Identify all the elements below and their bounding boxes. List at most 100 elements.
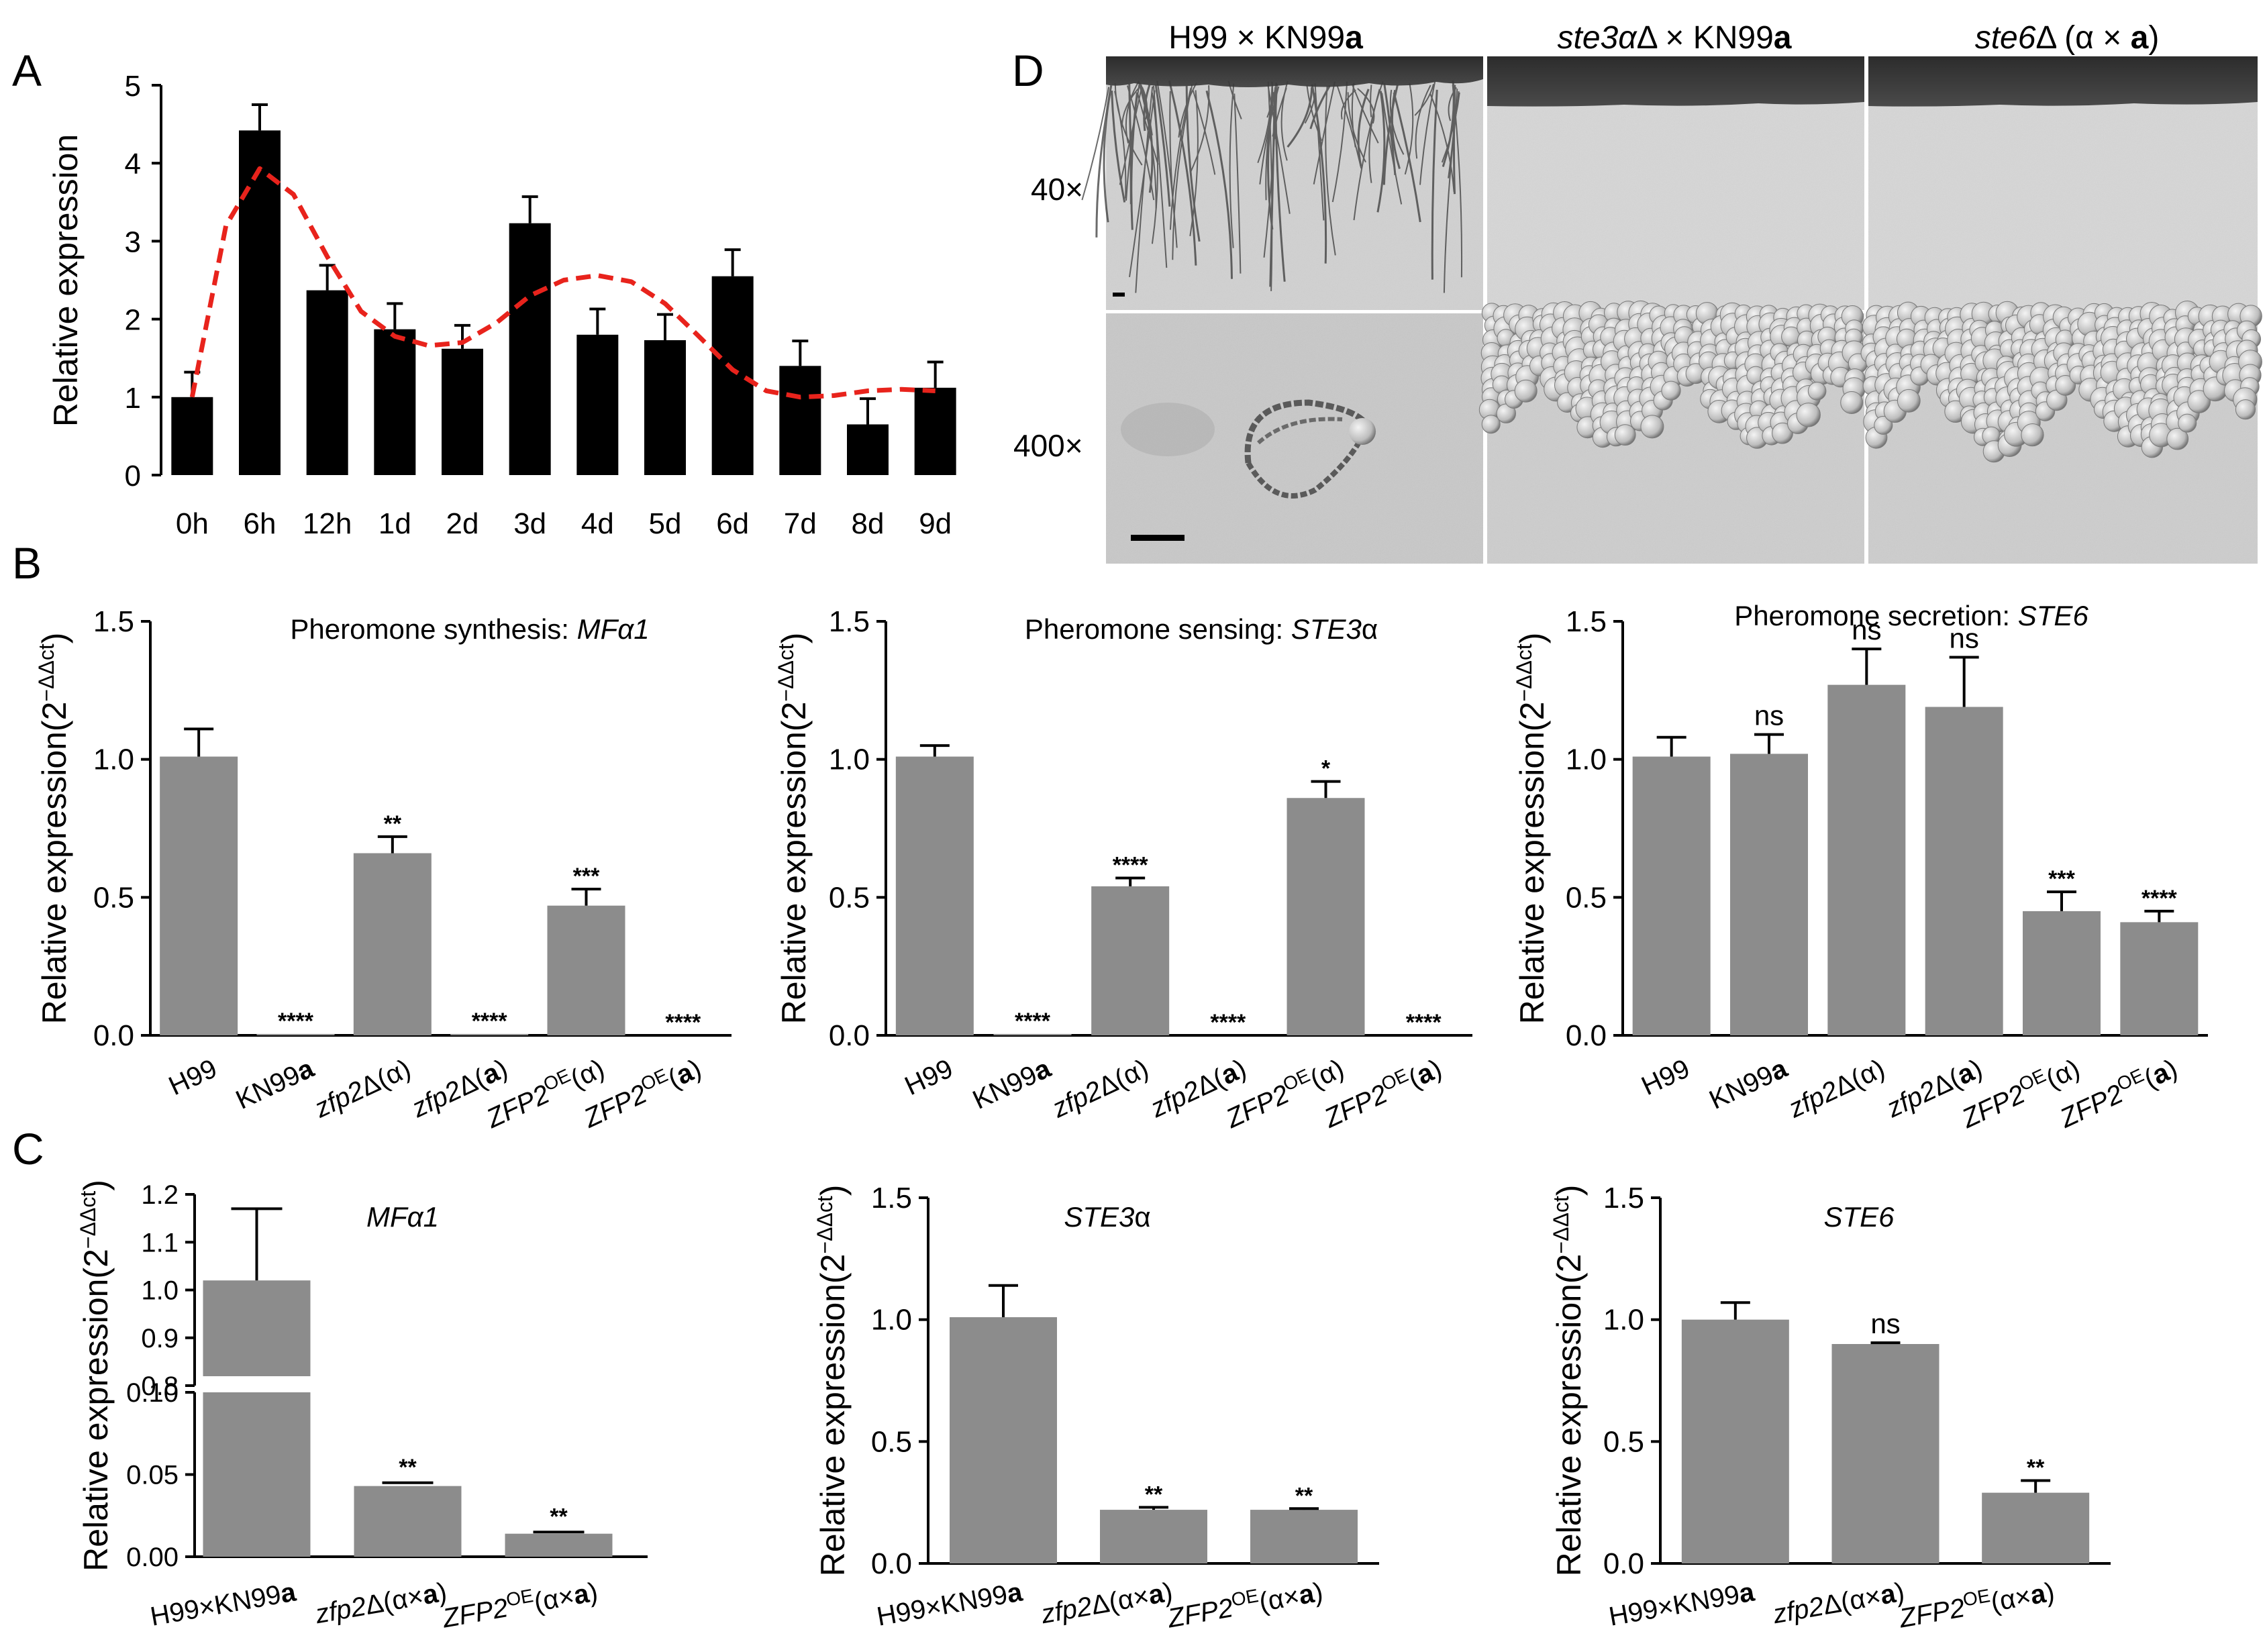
chartB3-ytick-label: 1.0 <box>1566 743 1607 776</box>
hypha <box>1414 84 1434 116</box>
chartB2-ylabel-end: ) <box>775 633 813 644</box>
a-ytick-label: 5 <box>125 70 141 103</box>
hypha <box>1095 93 1111 238</box>
chartC3-ylabel-sup: −ΔΔct <box>1549 1196 1573 1253</box>
hypha <box>1431 89 1438 280</box>
chartC1-bar <box>505 1533 613 1557</box>
a-xtick-label: 0h <box>176 507 209 540</box>
chartC1-ytick-label-lower: 0.00 <box>126 1543 179 1572</box>
panel-d-col3-header: ste6Δ (α × a) <box>1975 20 2160 56</box>
hypha <box>1111 91 1126 203</box>
chartB2-title-gene: STE3 <box>1291 613 1362 645</box>
panel-label-c: C <box>12 1124 44 1174</box>
chartB3-xcat-label-part-0: H99 <box>1637 1053 1694 1101</box>
hypha <box>1129 90 1156 278</box>
chartC2-title: STE3α <box>1064 1201 1150 1233</box>
chartB1-ylabel: Relative expression(2−ΔΔct) <box>34 633 73 1025</box>
chartB2-bar <box>1287 798 1365 1035</box>
a-xtick-label: 12h <box>303 507 352 540</box>
hypha <box>1152 85 1168 268</box>
yeast-cell <box>2235 399 2256 420</box>
yeast-cell <box>2166 427 2189 450</box>
chartB3-bar <box>1925 707 2003 1035</box>
chartC2-xcat-label-part-1: OE <box>1229 1585 1260 1610</box>
chart-a: 0 1 2 3 4 5 0h 6h 12h 1d 2d 3d 4d 5d 6d 7d 8d 9d Relative … <box>47 70 956 540</box>
chartC1-significance: ** <box>550 1504 568 1529</box>
chartB1-bar <box>547 905 625 1035</box>
yeast-cell <box>2055 375 2076 396</box>
hypha <box>1140 84 1154 193</box>
hypha <box>1340 89 1356 120</box>
a-bar <box>442 348 483 475</box>
chartC3-ytick-label: 1.0 <box>1603 1304 1644 1337</box>
chartC3-ylabel-main: Relative expression(2 <box>1550 1254 1588 1577</box>
chartB3-ylabel-end: ) <box>1513 633 1551 644</box>
a-ytick-label: 4 <box>125 148 141 180</box>
a-xtick-label: 1d <box>379 507 411 540</box>
chart-c-mfalpha1: 0.8 0.9 1.0 1.1 1.2 0.00 0.05 0.10 H99×KN99a ** zf… <box>76 1180 648 1634</box>
hypha <box>1419 81 1436 185</box>
chartB2-title-suffix: α <box>1362 613 1378 645</box>
hypha <box>1154 85 1171 207</box>
chartC2-title-gene: STE3 <box>1064 1201 1134 1233</box>
chartC2-ylabel-main: Relative expression(2 <box>814 1254 852 1577</box>
a-bar <box>644 340 686 475</box>
a-bar <box>711 276 754 475</box>
hypha <box>1143 85 1151 132</box>
chartB1-ylabel-main: Relative expression(2 <box>36 702 73 1025</box>
chartC2-bar <box>1100 1510 1207 1563</box>
chartC1-ytick-label-upper: 1.2 <box>141 1180 179 1210</box>
chartC1-xcat-label-part-1: Δ(α× <box>363 1582 425 1620</box>
chartB2-ytick-label: 1.0 <box>829 743 870 776</box>
chartB1-xcat-label-part-0: H99 <box>164 1053 221 1101</box>
yeast-cell <box>1640 415 1664 439</box>
a-bar <box>779 366 821 475</box>
chartB2-xcat-label-part-0: H99 <box>901 1053 958 1101</box>
chartC2-xcat-label-part-0: ZFP2 <box>1165 1593 1236 1633</box>
chartB2-title-prefix: Pheromone sensing: <box>1025 613 1291 645</box>
chartB3-xcat-label-part-1: Δ(α) <box>1830 1053 1889 1102</box>
a-ytick-label: 0 <box>125 460 141 493</box>
chartC2-xcat-label-part-0: zfp2 <box>1038 1592 1094 1630</box>
hypha <box>1263 83 1278 258</box>
chartC3-xcat-label-part-1: OE <box>1961 1585 1991 1610</box>
panel-label-d: D <box>1012 46 1044 95</box>
hypha <box>1368 81 1384 183</box>
yeast-cell <box>1807 382 1827 401</box>
chartB2-significance: **** <box>1406 1010 1442 1035</box>
hypha <box>1259 86 1280 185</box>
chartC2-xcat-label: H99×KN99a <box>874 1577 1025 1631</box>
chartC1-xcat-label-part-0: ZFP2 <box>440 1593 510 1633</box>
hypha <box>1205 90 1233 279</box>
hypha <box>1381 93 1403 205</box>
a-bar <box>576 334 619 475</box>
chartB1-bar <box>160 756 238 1035</box>
chartB3-ytick-label: 0.5 <box>1566 881 1607 914</box>
chart-b-ste6: 0.00.51.01.5H99nsKN99anszfp2Δ(α)nszfp2Δ(… <box>1512 600 2208 1134</box>
hypha <box>1441 92 1460 163</box>
chartC2-xcat-label-part-1: Δ(α× <box>1089 1582 1152 1620</box>
chartB3-xcat-label: H99 <box>1637 1053 1694 1101</box>
chartC3-xcat-label: H99×KN99a <box>1607 1577 1757 1631</box>
col3-post: ) <box>2148 20 2159 56</box>
chartB2-ylabel: Relative expression(2−ΔΔct) <box>774 633 813 1025</box>
chartB2-bar <box>1091 886 1170 1035</box>
chartB3-xcat-label-part-2: (α) <box>2042 1053 2084 1094</box>
a-xtick-label: 7d <box>784 507 817 540</box>
yeast-cell <box>1840 391 1864 414</box>
chartB3-title-prefix: Pheromone secretion: <box>1734 600 2018 631</box>
hypha <box>1357 88 1375 124</box>
yeast-cell <box>2021 423 2044 447</box>
chartB1-xcat-label: KN99a <box>232 1053 319 1115</box>
chartC3-xcat-label: zfp2Δ(α×a) <box>1770 1578 1907 1630</box>
chartB1-xcat-label-part-1: Δ(α) <box>356 1053 415 1102</box>
chartC2-ytick-label: 1.0 <box>871 1304 912 1337</box>
hypha <box>1429 93 1455 193</box>
a-xtick-label: 5d <box>649 507 682 540</box>
hypha <box>1267 81 1273 291</box>
chartC1-title-gene: MFα1 <box>366 1201 439 1233</box>
chartB2-xcat-label-part-2: (α) <box>1306 1053 1349 1094</box>
chartB3-xcat-label-part-0: KN99 <box>1705 1060 1778 1115</box>
hypha <box>1448 87 1457 121</box>
chartC2-xcat-label: zfp2Δ(α×a) <box>1038 1578 1174 1630</box>
